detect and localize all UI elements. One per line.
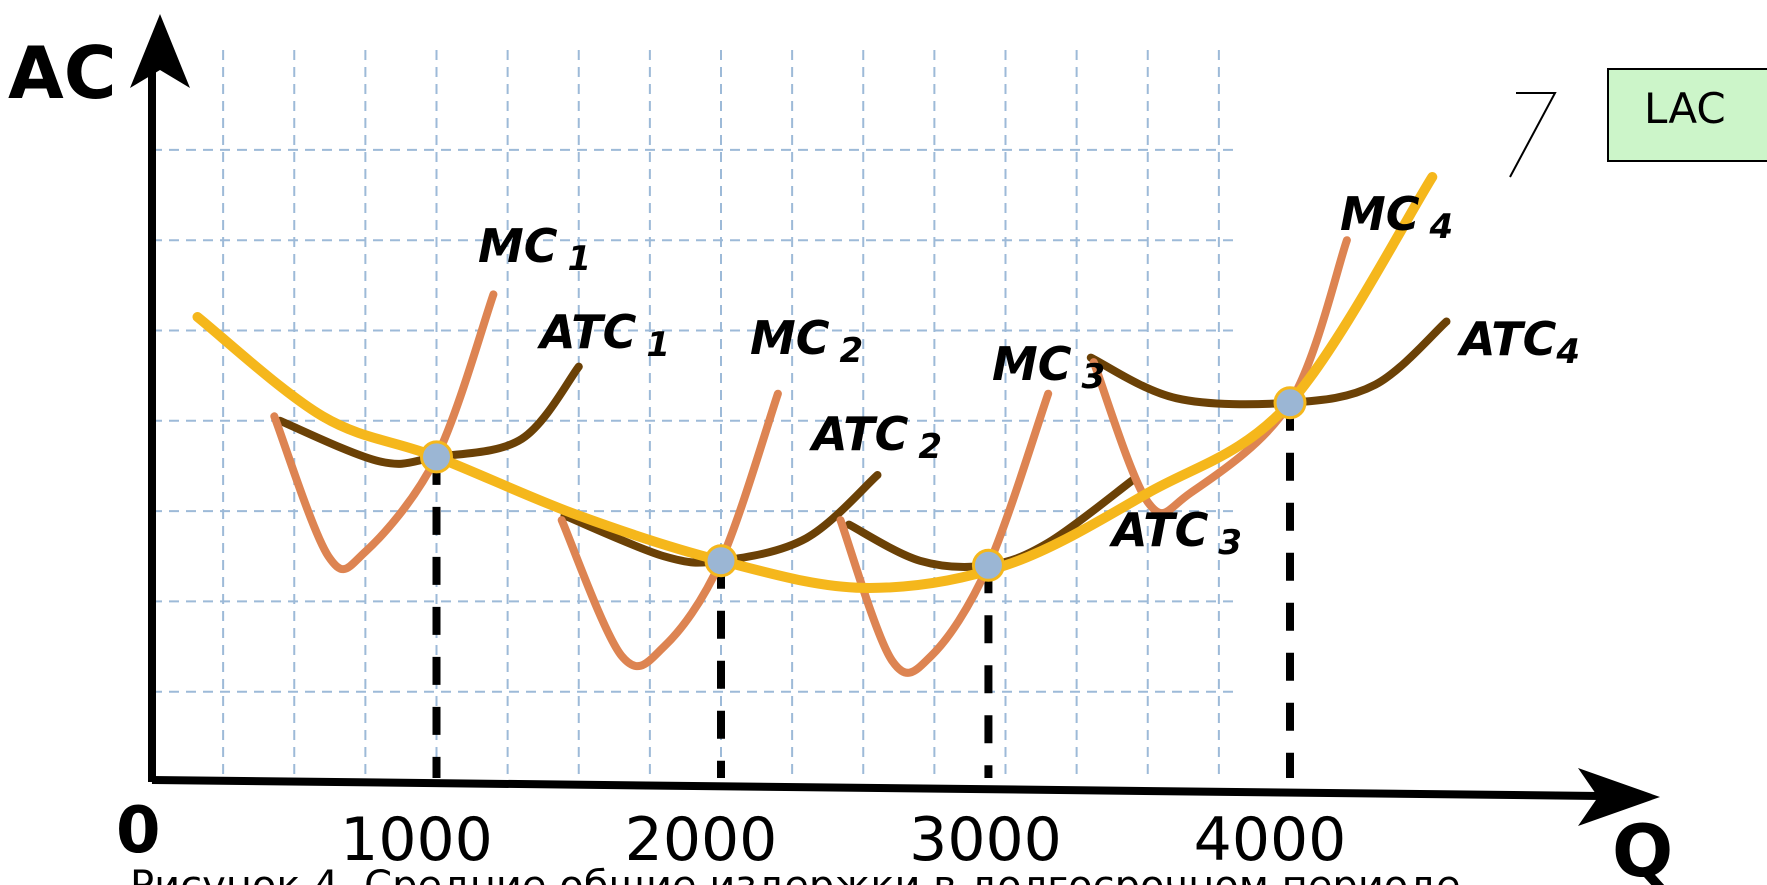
tangency-point: [1273, 386, 1307, 420]
drop-lines: [432, 402, 1294, 778]
lac-label: LAC: [1644, 84, 1726, 133]
atc-label-index: 3: [1218, 523, 1242, 563]
mc-label-index: 4: [1429, 207, 1454, 247]
lac-callout: LAC: [1509, 68, 1767, 178]
mc-label-index: 2: [840, 331, 864, 371]
mc-label: MC 4: [1340, 187, 1453, 247]
mc-label-text: MC: [1340, 187, 1420, 241]
atc-label-text: ATC: [1109, 503, 1209, 557]
lac-label-box: [1607, 68, 1767, 162]
x-tick-label: 2000: [625, 805, 778, 875]
atc-label: ATC 1: [537, 305, 670, 365]
lac-leader-line: [1509, 92, 1557, 178]
x-tick-label: 1000: [340, 805, 493, 875]
atc-label: ATC4: [1457, 312, 1580, 372]
tangency-point: [971, 548, 1005, 582]
mc-label-text: MC: [750, 311, 830, 365]
lac-curve-group: [192, 172, 1438, 593]
x-axis-arrow: [1578, 768, 1660, 826]
tangency-point: [420, 440, 453, 474]
x-axis-line: [151, 776, 1601, 800]
mc-curve: [1089, 236, 1351, 518]
mc-label-index: 3: [1082, 357, 1106, 397]
tangency-points: [420, 386, 1307, 582]
origin-label: 0: [116, 794, 161, 868]
atc-label: ATC 2: [809, 407, 942, 467]
x-axis-label: Q: [1612, 809, 1673, 885]
mc-curve: [836, 389, 1053, 677]
lac-curve: [192, 172, 1438, 593]
mc-label: MC 3: [992, 337, 1105, 397]
atc-label-index: 4: [1555, 332, 1580, 372]
y-axis-label: AC: [8, 31, 117, 115]
axes: [130, 14, 1660, 826]
x-tick-label: 4000: [1194, 805, 1347, 875]
atc-curve: [1086, 317, 1451, 409]
x-tick-labels: 1000 2000 3000 4000: [340, 805, 1346, 875]
x-tick-label: 3000: [909, 805, 1062, 875]
mc-curve: [557, 389, 782, 671]
mc-curves: [270, 236, 1351, 677]
mc-label-text: MC: [478, 219, 558, 273]
mc-label: MC 1: [478, 219, 591, 279]
atc-label: ATC 3: [1109, 503, 1242, 563]
mc-label-text: MC: [992, 337, 1072, 391]
atc-label-index: 2: [918, 427, 942, 467]
atc-label-text: ATC: [809, 407, 909, 461]
mc-curve: [270, 290, 498, 574]
atc-label-index: 1: [646, 325, 670, 365]
tangency-point: [704, 544, 738, 578]
grid: [152, 50, 1234, 780]
y-axis-arrow: [130, 14, 190, 88]
atc-label-text: ATC: [537, 305, 637, 359]
figure-caption: Рисунок 4. Средние общие издержки в долг…: [130, 863, 1461, 885]
mc-label: MC 2: [750, 311, 863, 371]
atc-label-text: ATC: [1457, 312, 1557, 366]
mc-label-index: 1: [568, 239, 592, 279]
